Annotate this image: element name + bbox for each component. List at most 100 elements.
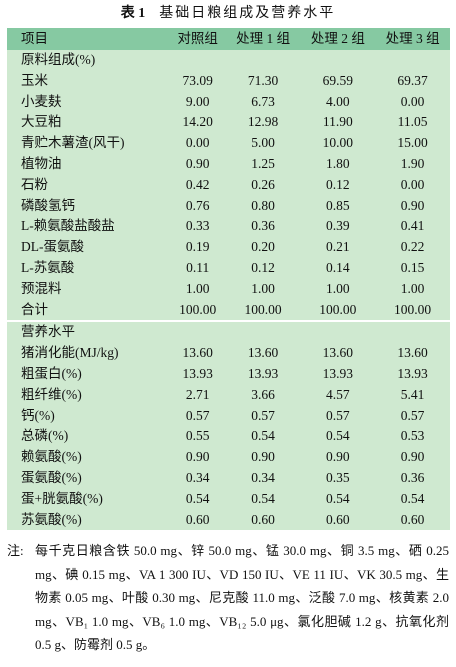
value-cell: 0.80 [251, 197, 275, 213]
value-cell: 12.98 [247, 114, 279, 130]
value-cell: 0.55 [185, 428, 210, 444]
empty-cell [226, 50, 301, 71]
value-cell: 0.36 [251, 218, 275, 234]
row-label: 蛋氨酸(%) [21, 469, 82, 485]
value-cell: 1.25 [251, 155, 275, 171]
value-cell: 0.00 [400, 93, 425, 109]
value-cell: 4.00 [326, 93, 350, 109]
row-label: 大豆粕 [21, 114, 62, 130]
value-cell: 0.90 [185, 155, 210, 171]
value-cell: 100.00 [179, 301, 217, 317]
value-cell: 2.71 [185, 386, 210, 402]
data-row: 玉米 73.09 71.30 69.59 69.37 [7, 71, 450, 92]
section-row: 原料组成(%) [7, 50, 450, 71]
value-cell: 0.54 [251, 490, 275, 506]
data-row: 石粉 0.42 0.26 0.12 0.00 [7, 175, 450, 196]
value-cell: 0.12 [326, 176, 350, 192]
value-cell: 0.85 [326, 197, 350, 213]
row-label: 猪消化能(MJ/kg) [21, 345, 119, 361]
data-row: 钙(%) 0.57 0.57 0.57 0.57 [7, 406, 450, 427]
value-cell: 73.09 [182, 72, 213, 88]
data-row: L-苏氨酸 0.11 0.12 0.14 0.15 [7, 258, 450, 279]
row-label: 赖氨酸(%) [21, 449, 82, 465]
value-cell: 10.00 [322, 135, 354, 151]
value-cell: 0.76 [185, 197, 210, 213]
value-cell: 13.60 [322, 345, 354, 361]
value-cell: 13.60 [247, 345, 279, 361]
empty-cell [300, 320, 376, 344]
empty-cell [170, 50, 226, 71]
data-row: 粗蛋白(%) 13.93 13.93 13.93 13.93 [7, 364, 450, 385]
value-cell: 0.90 [400, 449, 425, 465]
value-cell: 0.54 [185, 490, 210, 506]
note-label: 注: [7, 543, 24, 559]
value-cell: 13.93 [247, 365, 279, 381]
value-cell: 0.19 [185, 239, 210, 255]
data-row: 预混料 1.00 1.00 1.00 1.00 [7, 279, 450, 300]
data-row: 青贮木薯渣(风干) 0.00 5.00 10.00 15.00 [7, 133, 450, 154]
value-cell: 0.20 [251, 239, 275, 255]
value-cell: 4.57 [326, 386, 350, 402]
data-row: 总磷(%) 0.55 0.54 0.54 0.53 [7, 426, 450, 447]
value-cell: 0.57 [185, 407, 210, 423]
value-cell: 0.26 [251, 176, 275, 192]
value-cell: 0.54 [326, 490, 350, 506]
row-label: 蛋+胱氨酸(%) [21, 490, 103, 506]
value-cell: 0.12 [251, 259, 275, 275]
value-cell: 100.00 [244, 301, 282, 317]
value-cell: 71.30 [247, 72, 279, 88]
value-cell: 1.00 [400, 280, 425, 296]
row-label: DL-蛋氨酸 [21, 239, 84, 255]
value-cell: 0.22 [400, 239, 425, 255]
section-title: 营养水平 [7, 320, 170, 344]
data-row: 赖氨酸(%) 0.90 0.90 0.90 0.90 [7, 447, 450, 468]
data-row: 磷酸氢钙 0.76 0.80 0.85 0.90 [7, 196, 450, 217]
value-cell: 13.93 [322, 365, 354, 381]
note-text: 每千克日粮含铁 50.0 mg、锌 50.0 mg、锰 30.0 mg、铜 3.… [35, 543, 449, 653]
header-cell: 处理 2 组 [300, 28, 376, 50]
value-cell: 0.14 [326, 259, 350, 275]
value-cell: 0.90 [185, 449, 210, 465]
data-row: 苏氨酸(%) 0.60 0.60 0.60 0.60 [7, 510, 450, 531]
value-cell: 0.15 [400, 259, 425, 275]
value-cell: 0.53 [400, 428, 425, 444]
value-cell: 0.90 [251, 449, 275, 465]
header-cell: 处理 3 组 [375, 28, 450, 50]
table-label: 表 1 [120, 6, 146, 21]
value-cell: 0.90 [326, 449, 350, 465]
value-cell: 13.93 [397, 365, 428, 381]
value-cell: 0.57 [326, 407, 350, 423]
value-cell: 0.60 [251, 511, 275, 527]
value-cell: 0.57 [400, 407, 425, 423]
value-cell: 100.00 [394, 301, 432, 317]
table-title: 基础日粮组成及营养水平 [159, 6, 336, 21]
value-cell: 13.60 [397, 345, 428, 361]
value-cell: 1.00 [185, 280, 210, 296]
value-cell: 9.00 [185, 93, 210, 109]
value-cell: 13.93 [182, 365, 213, 381]
empty-cell [169, 320, 226, 344]
row-label: L-苏氨酸 [21, 259, 75, 275]
value-cell: 0.41 [400, 218, 425, 234]
value-cell: 0.39 [326, 218, 350, 234]
value-cell: 0.42 [185, 176, 210, 192]
value-cell: 0.60 [185, 511, 210, 527]
row-label: 总磷(%) [21, 428, 69, 444]
header-cell: 处理 1 组 [225, 28, 301, 50]
value-cell: 11.90 [322, 114, 353, 130]
value-cell: 0.35 [326, 469, 350, 485]
value-cell: 14.20 [182, 114, 213, 130]
row-label: 玉米 [21, 72, 48, 88]
value-cell: 1.90 [400, 155, 425, 171]
value-cell: 0.54 [400, 490, 425, 506]
data-row: 小麦麸 9.00 6.73 4.00 0.00 [7, 92, 450, 113]
data-row: L-赖氨酸盐酸盐 0.33 0.36 0.39 0.41 [7, 216, 450, 237]
section-title: 原料组成(%) [21, 52, 96, 67]
value-cell: 69.59 [322, 72, 354, 88]
data-row: 猪消化能(MJ/kg) 13.60 13.60 13.60 13.60 [7, 343, 450, 364]
value-cell: 100.00 [319, 301, 357, 317]
table: 项目 对照组 处理 1 组处理 2 组处理 3 组原料组成(%) 玉米 73.09 71.… [7, 28, 450, 531]
row-label: 青贮木薯渣(风干) [21, 135, 125, 151]
value-cell: 0.11 [186, 259, 210, 275]
